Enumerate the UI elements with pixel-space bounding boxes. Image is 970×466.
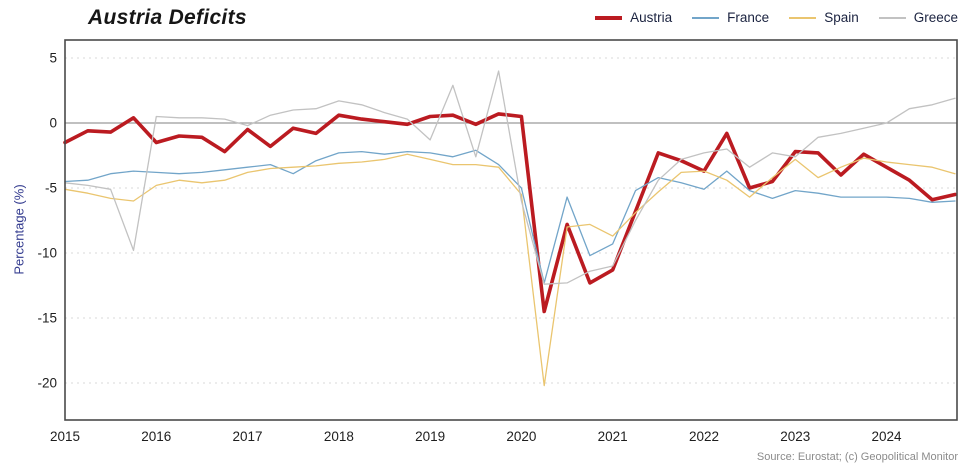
series-line-france [64, 149, 956, 284]
legend-swatch-greece [878, 16, 906, 19]
series-line-austria [63, 112, 957, 314]
y-tick-label: 0 [49, 116, 57, 131]
y-tick-label: -15 [37, 311, 57, 326]
x-tick-label: 2017 [233, 429, 263, 444]
legend-label-spain: Spain [824, 10, 859, 25]
x-tick-label: 2016 [141, 429, 171, 444]
legend-label-austria: Austria [630, 10, 673, 25]
chart-title: Austria Deficits [88, 6, 247, 29]
y-tick-label: 5 [49, 51, 57, 66]
legend-item-france: France [692, 10, 769, 25]
legend: Austria France Spain Greece [595, 10, 958, 25]
y-tick-label: -5 [45, 181, 57, 196]
legend-item-greece: Greece [878, 10, 958, 25]
plot-border [64, 39, 958, 421]
y-tick-label: -10 [37, 246, 57, 261]
legend-swatch-france [692, 16, 720, 19]
legend-swatch-spain [789, 16, 817, 19]
series-line-spain [64, 153, 956, 387]
x-tick-label: 2020 [506, 429, 536, 444]
series-line-greece [64, 70, 956, 285]
x-tick-label: 2024 [872, 429, 903, 444]
x-tick-label: 2022 [689, 429, 719, 444]
x-tick-label: 2018 [324, 429, 354, 444]
legend-label-greece: Greece [913, 10, 958, 25]
legend-item-spain: Spain [789, 10, 859, 25]
x-tick-label: 2021 [598, 429, 628, 444]
legend-item-austria: Austria [595, 10, 672, 25]
y-tick-label: -20 [37, 376, 57, 391]
x-tick-label: 2015 [50, 429, 80, 444]
x-tick-label: 2019 [415, 429, 445, 444]
source-note: Source: Eurostat; (c) Geopolitical Monit… [756, 451, 958, 463]
legend-label-france: France [727, 10, 770, 25]
legend-swatch-austria [595, 15, 623, 20]
x-tick-label: 2023 [780, 429, 810, 444]
